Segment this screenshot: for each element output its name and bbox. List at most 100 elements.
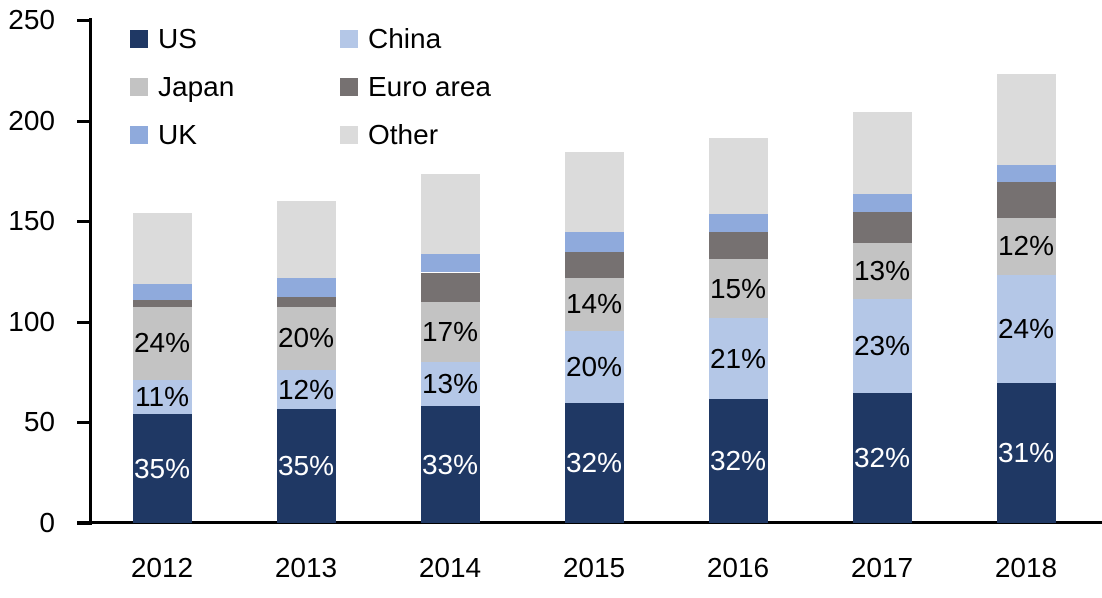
legend-item-us: US	[130, 24, 340, 54]
bar-segment-other-2012	[132, 213, 192, 284]
x-axis-label-2016: 2016	[706, 552, 770, 583]
bar-segment-uk-2016	[708, 214, 768, 233]
legend-swatch-us	[130, 30, 148, 48]
bar-segment-uk-2013	[276, 277, 336, 297]
legend-label: China	[368, 23, 442, 54]
bar-segment-japan-2016	[708, 259, 768, 318]
bar-segment-china-2012	[132, 380, 192, 415]
y-axis-tick	[77, 220, 90, 223]
bar-segment-other-2018	[996, 74, 1056, 165]
bar-label-us-2015: 32%	[565, 447, 623, 478]
bar-label-japan-2018: 12%	[997, 230, 1055, 261]
y-axis-line	[89, 18, 92, 525]
bar-segment-euro-area-2017	[852, 212, 912, 244]
legend-swatch-other	[340, 126, 358, 144]
y-axis-tick-label: 150	[8, 205, 55, 236]
bar-label-china-2015: 20%	[565, 351, 623, 382]
bar-label-japan-2016: 15%	[709, 273, 767, 304]
legend-label: UK	[158, 119, 197, 150]
x-axis-label-2014: 2014	[418, 552, 482, 583]
bar-segment-china-2014	[420, 362, 480, 407]
bar-label-us-2018: 31%	[997, 437, 1055, 468]
bar-label-japan-2015: 14%	[565, 288, 623, 319]
legend-label: Euro area	[368, 71, 491, 102]
bar-segment-us-2018	[996, 383, 1056, 523]
bar-segment-euro-area-2015	[564, 252, 624, 278]
x-axis-label-2013: 2013	[274, 552, 338, 583]
bar-segment-uk-2014	[420, 254, 480, 273]
bar-segment-uk-2012	[132, 283, 192, 300]
bar-segment-euro-area-2018	[996, 181, 1056, 219]
bar-segment-uk-2015	[564, 232, 624, 253]
bar-segment-uk-2017	[852, 194, 912, 213]
y-axis-tick-label: 100	[8, 306, 55, 337]
bar-label-us-2017: 32%	[853, 442, 911, 473]
bar-label-japan-2014: 17%	[421, 316, 479, 347]
y-axis-tick-label: 200	[8, 105, 55, 136]
bar-segment-euro-area-2016	[708, 232, 768, 260]
bar-segment-japan-2012	[132, 306, 192, 381]
bar-label-us-2016: 32%	[709, 445, 767, 476]
legend-item-japan: Japan	[130, 72, 340, 102]
bar-segment-uk-2018	[996, 164, 1056, 182]
x-axis-label-2015: 2015	[562, 552, 626, 583]
bar-segment-other-2014	[420, 173, 480, 255]
x-axis-label-2018: 2018	[994, 552, 1058, 583]
legend-label: US	[158, 23, 197, 54]
bar-label-china-2016: 21%	[709, 343, 767, 374]
legend: US China Japan Euro area UK Other	[130, 15, 570, 159]
x-axis-label-2012: 2012	[130, 552, 194, 583]
bar-label-us-2014: 33%	[421, 449, 479, 480]
bar-segment-japan-2017	[852, 243, 912, 299]
bar-segment-china-2018	[996, 274, 1056, 384]
legend-swatch-china	[340, 30, 358, 48]
bar-segment-other-2015	[564, 151, 624, 233]
y-axis-tick-label: 0	[39, 507, 55, 538]
bar-segment-euro-area-2014	[420, 272, 480, 302]
bar-label-japan-2012: 24%	[133, 327, 191, 358]
bar-segment-china-2015	[564, 330, 624, 404]
bar-label-china-2014: 13%	[421, 368, 479, 399]
bar-segment-china-2013	[276, 370, 336, 410]
bar-segment-other-2017	[852, 111, 912, 195]
y-axis-tick-label: 50	[23, 406, 55, 437]
y-axis-tick	[77, 321, 90, 324]
legend-swatch-uk	[130, 126, 148, 144]
bar-label-china-2012: 11%	[135, 381, 189, 412]
bar-segment-china-2016	[708, 317, 768, 400]
bar-segment-euro-area-2012	[132, 299, 192, 307]
y-axis-tick	[77, 120, 90, 123]
y-axis-tick	[77, 19, 90, 22]
bar-segment-us-2014	[420, 406, 480, 523]
bar-label-japan-2017: 13%	[853, 255, 911, 286]
bar-segment-other-2013	[276, 201, 336, 278]
y-axis-tick	[77, 522, 90, 525]
legend-item-china: China	[340, 24, 570, 54]
bar-label-china-2013: 12%	[277, 374, 335, 405]
bar-segment-us-2012	[132, 414, 192, 523]
bar-label-china-2018: 24%	[997, 313, 1055, 344]
bar-segment-us-2016	[708, 399, 768, 523]
bar-segment-us-2013	[276, 409, 336, 523]
legend-label: Japan	[158, 71, 235, 102]
bar-segment-us-2015	[564, 403, 624, 523]
y-axis-tick-label: 250	[8, 4, 55, 35]
legend-label: Other	[368, 119, 439, 150]
bar-label-us-2012: 35%	[133, 453, 191, 484]
bar-segment-japan-2014	[420, 301, 480, 363]
bar-label-japan-2013: 20%	[277, 322, 335, 353]
legend-item-euro-area: Euro area	[340, 72, 570, 102]
bar-segment-other-2016	[708, 137, 768, 215]
bar-label-us-2013: 35%	[277, 450, 335, 481]
bar-segment-japan-2018	[996, 218, 1056, 275]
legend-swatch-euro-area	[340, 78, 358, 96]
x-axis-label-2017: 2017	[850, 552, 914, 583]
bar-segment-japan-2013	[276, 306, 336, 371]
y-axis-tick	[77, 421, 90, 424]
legend-item-other: Other	[340, 120, 570, 150]
legend-swatch-japan	[130, 78, 148, 96]
bar-segment-euro-area-2013	[276, 296, 336, 307]
bar-segment-china-2017	[852, 298, 912, 394]
legend-item-uk: UK	[130, 120, 340, 150]
